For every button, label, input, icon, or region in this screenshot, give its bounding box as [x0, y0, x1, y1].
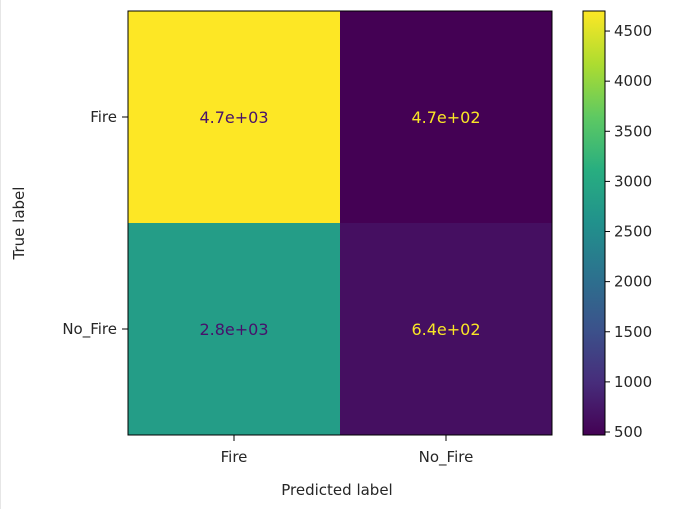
plot-frame [127, 10, 553, 436]
colorbar [583, 11, 605, 435]
colorbar-tick-label: 3000 [614, 172, 652, 190]
heatmap-cells [128, 11, 552, 435]
y-axis: Fire No_Fire [62, 108, 128, 339]
cell-value-label: 6.4e+02 [411, 320, 480, 339]
cell-value-label: 4.7e+03 [199, 108, 268, 127]
colorbar-tick-label: 1500 [614, 323, 652, 341]
colorbar-axis: 500 1000 1500 2000 2500 3000 3500 4000 4500 [605, 22, 652, 441]
colorbar-tick-label: 2000 [614, 273, 652, 291]
x-tick-label: No_Fire [419, 448, 474, 467]
colorbar-tick-label: 500 [614, 423, 643, 441]
colorbar-tick-label: 4500 [614, 22, 652, 40]
heatmap-cell [128, 223, 340, 435]
colorbar-tick-label: 4000 [614, 72, 652, 90]
colorbar-tick-label: 1000 [614, 373, 652, 391]
heatmap-cell [340, 11, 552, 223]
y-axis-label: True label [10, 187, 28, 261]
colorbar-tick-label: 3500 [614, 122, 652, 140]
colorbar-tick-label: 2500 [614, 223, 652, 241]
heatmap-cell [340, 223, 552, 435]
heatmap-cell [128, 11, 340, 223]
colorbar-frame [582, 10, 606, 436]
y-tick-label: Fire [90, 108, 117, 126]
y-tick-label: No_Fire [62, 320, 117, 339]
cell-value-label: 2.8e+03 [199, 320, 268, 339]
x-axis-label: Predicted label [281, 481, 392, 499]
figure-left-edge [0, 0, 1, 509]
heatmap-cell-labels: 4.7e+03 4.7e+02 2.8e+03 6.4e+02 [199, 108, 480, 339]
cell-value-label: 4.7e+02 [411, 108, 480, 127]
x-tick-label: Fire [221, 448, 248, 466]
x-axis: Fire No_Fire [221, 435, 474, 467]
